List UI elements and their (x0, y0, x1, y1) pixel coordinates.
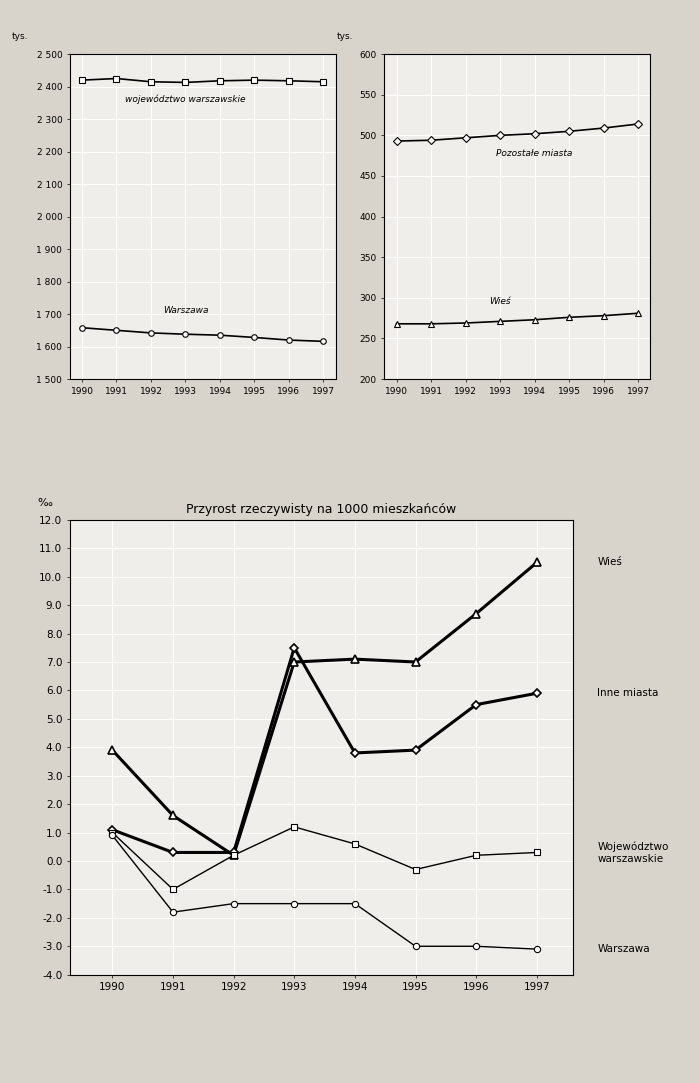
Text: tys.: tys. (11, 32, 28, 41)
Text: ‰: ‰ (37, 498, 52, 509)
Text: Wieś: Wieś (489, 298, 511, 306)
Text: Warszawa: Warszawa (598, 944, 650, 954)
Text: Inne miasta: Inne miasta (598, 689, 659, 699)
Title: Przyrost rzeczywisty na 1000 mieszkańców: Przyrost rzeczywisty na 1000 mieszkańców (187, 503, 456, 516)
Text: Warszawa: Warszawa (163, 306, 208, 315)
Text: województwo warszawskie: województwo warszawskie (125, 95, 246, 104)
Text: Wieś: Wieś (598, 558, 622, 567)
Text: tys.: tys. (337, 32, 353, 41)
Text: Województwo
warszawskie: Województwo warszawskie (598, 841, 669, 863)
Text: Pozostałe miasta: Pozostałe miasta (496, 148, 572, 158)
